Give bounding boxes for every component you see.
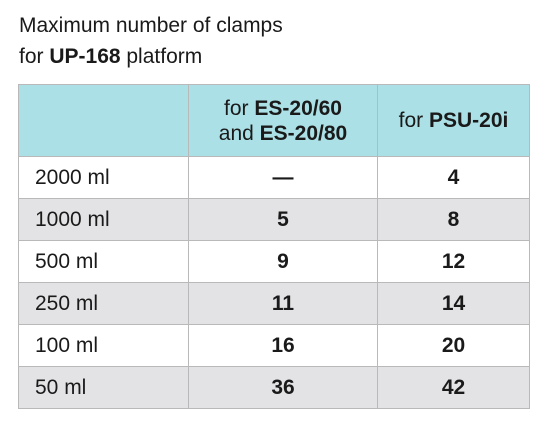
table-row: 50 ml 36 42	[18, 366, 530, 409]
header-es-line-1: for ES-20/60	[189, 96, 377, 121]
es-count-cell: 5	[188, 198, 378, 241]
clamps-table: for ES-20/60 and ES-20/80 for PSU-20i 20…	[18, 84, 530, 409]
header-psu-model: PSU-20i	[428, 109, 509, 132]
volume-cell: 500 ml	[18, 240, 189, 283]
psu-count-cell: 8	[377, 198, 530, 241]
header-es-prefix-1: for	[224, 96, 255, 120]
psu-count-cell: 42	[377, 366, 530, 409]
header-psu-prefix: for	[398, 109, 429, 132]
table-row: 500 ml 9 12	[18, 240, 530, 283]
es-count-cell: 36	[188, 366, 378, 409]
volume-cell: 50 ml	[18, 366, 189, 409]
title-line-2-prefix: for	[19, 45, 50, 68]
table-row: 250 ml 11 14	[18, 282, 530, 325]
psu-count-cell: 4	[377, 156, 530, 199]
psu-count-cell: 14	[377, 282, 530, 325]
header-es-model-2: ES-20/80	[259, 121, 348, 145]
psu-count-cell: 12	[377, 240, 530, 283]
title-line-2-suffix: platform	[120, 45, 203, 68]
table-body: 2000 ml — 4 1000 ml 5 8 500 ml 9 12 250 …	[18, 156, 530, 409]
header-es-cell: for ES-20/60 and ES-20/80	[188, 84, 378, 157]
table-header: for ES-20/60 and ES-20/80 for PSU-20i	[18, 84, 530, 157]
es-count-cell: —	[188, 156, 378, 199]
es-count-cell: 11	[188, 282, 378, 325]
header-volume-cell	[18, 84, 189, 157]
psu-count-cell: 20	[377, 324, 530, 367]
table-row: 1000 ml 5 8	[18, 198, 530, 241]
header-row: for ES-20/60 and ES-20/80 for PSU-20i	[18, 84, 530, 157]
volume-cell: 100 ml	[18, 324, 189, 367]
volume-cell: 250 ml	[18, 282, 189, 325]
title-line-2: for UP-168 platform	[19, 41, 283, 72]
es-count-cell: 9	[188, 240, 378, 283]
volume-cell: 1000 ml	[18, 198, 189, 241]
es-count-cell: 16	[188, 324, 378, 367]
header-es-model-1: ES-20/60	[254, 96, 342, 120]
platform-name: UP-168	[49, 45, 121, 68]
table-row: 100 ml 16 20	[18, 324, 530, 367]
header-es-line-2: and ES-20/80	[189, 121, 377, 146]
header-es-prefix-2: and	[218, 121, 260, 145]
volume-cell: 2000 ml	[18, 156, 189, 199]
table-row: 2000 ml — 4	[18, 156, 530, 199]
title-line-1: Maximum number of clamps	[19, 14, 283, 37]
page-title: Maximum number of clamps for UP-168 plat…	[19, 10, 283, 72]
header-psu-cell: for PSU-20i	[377, 84, 530, 157]
